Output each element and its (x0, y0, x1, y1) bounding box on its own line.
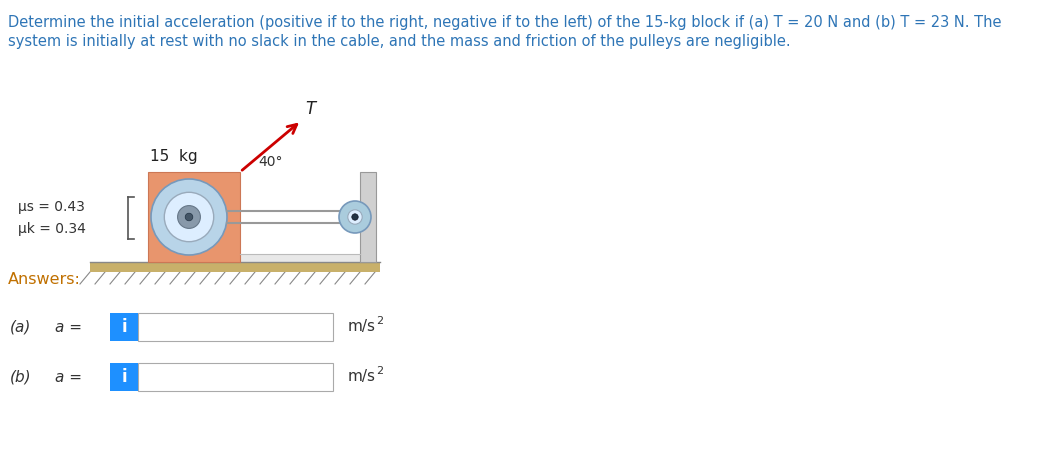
Text: 2: 2 (376, 366, 383, 376)
Text: system is initially at rest with no slack in the cable, and the mass and frictio: system is initially at rest with no slac… (8, 34, 791, 49)
Circle shape (339, 201, 371, 233)
Text: 2: 2 (376, 316, 383, 326)
Text: m/s: m/s (347, 319, 376, 334)
Text: μs = 0.43: μs = 0.43 (18, 200, 85, 214)
Text: 40°: 40° (258, 155, 282, 169)
Circle shape (151, 179, 227, 255)
Text: μk = 0.34: μk = 0.34 (18, 222, 86, 236)
Text: i: i (121, 318, 126, 336)
Bar (90, 262, 380, 272)
Text: (b): (b) (9, 369, 32, 384)
Text: i: i (121, 368, 126, 386)
Text: Answers:: Answers: (8, 272, 81, 287)
Bar (360, 172, 376, 262)
Bar (138, 363, 333, 391)
Text: (a): (a) (9, 319, 32, 334)
Text: Determine the initial acceleration (positive if to the right, negative if to the: Determine the initial acceleration (posi… (8, 15, 1001, 30)
Text: a =: a = (55, 319, 82, 334)
Circle shape (178, 205, 200, 228)
Text: 15  kg: 15 kg (150, 149, 198, 164)
Text: a =: a = (55, 369, 82, 384)
Bar (240, 254, 360, 262)
Bar (148, 172, 240, 262)
Circle shape (352, 214, 358, 220)
Circle shape (164, 192, 214, 242)
Text: T: T (305, 99, 316, 118)
Bar (110, 313, 138, 341)
Circle shape (185, 213, 193, 221)
Text: m/s: m/s (347, 369, 376, 384)
Circle shape (347, 210, 362, 224)
Bar (110, 363, 138, 391)
Bar (138, 313, 333, 341)
